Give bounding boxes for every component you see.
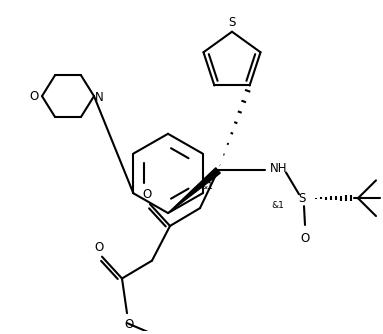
Text: O: O [30,90,39,103]
Text: O: O [124,318,134,331]
Polygon shape [168,168,220,213]
Text: O: O [94,241,104,254]
Text: O: O [300,232,309,245]
Text: O: O [142,188,152,201]
Text: S: S [228,16,236,29]
Text: S: S [298,192,305,205]
Text: NH: NH [270,162,288,175]
Text: &1: &1 [200,182,213,191]
Text: &1: &1 [271,201,284,210]
Text: N: N [95,91,104,104]
